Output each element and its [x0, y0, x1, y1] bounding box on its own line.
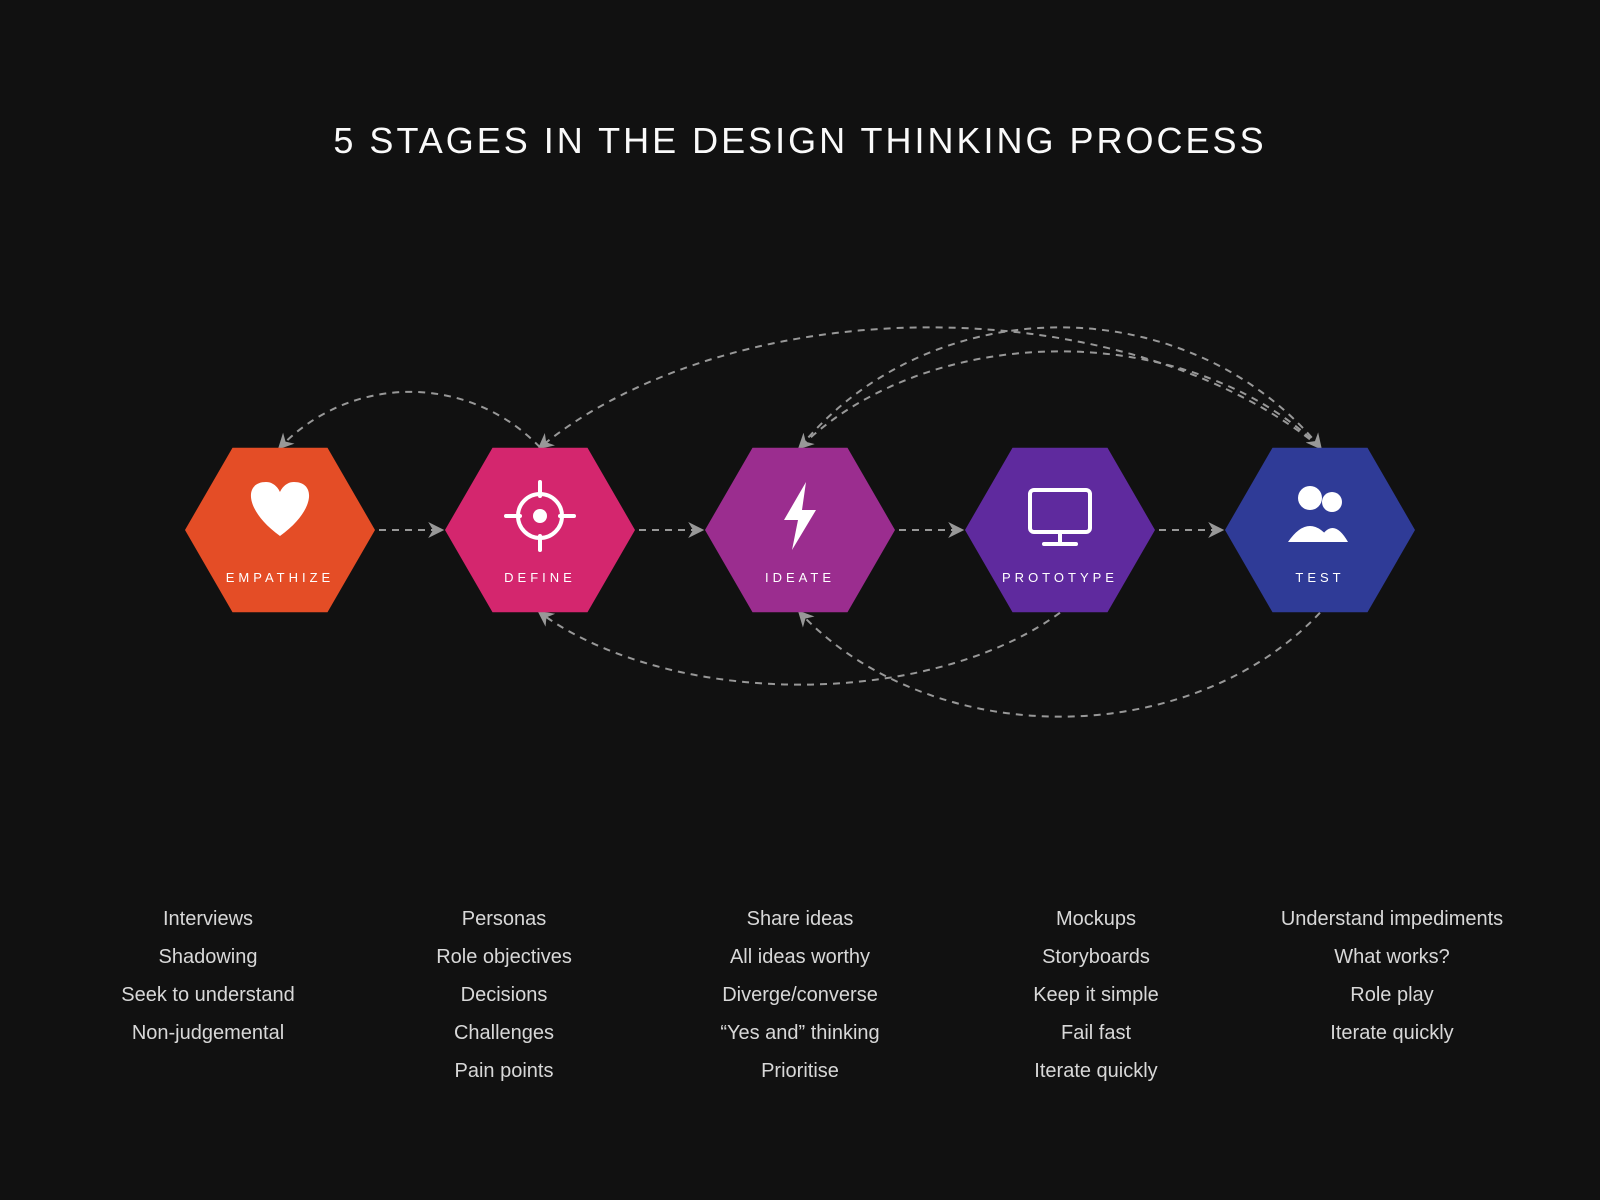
- bullet-item: Understand impediments: [1262, 900, 1522, 938]
- bullets-row: InterviewsShadowingSeek to understandNon…: [0, 900, 1600, 1090]
- feedback-arc: [540, 613, 1060, 685]
- stage-define: DEFINE: [445, 448, 635, 613]
- feedback-arc: [800, 351, 1320, 447]
- bullet-item: Share ideas: [670, 900, 930, 938]
- bullet-item: All ideas worthy: [670, 938, 930, 976]
- bullet-item: What works?: [1262, 938, 1522, 976]
- bullets-ideate: Share ideasAll ideas worthyDiverge/conve…: [670, 900, 930, 1090]
- bullet-item: Role objectives: [374, 938, 634, 976]
- bullet-item: Interviews: [78, 900, 338, 938]
- bullet-item: “Yes and” thinking: [670, 1014, 930, 1052]
- bullet-item: Shadowing: [78, 938, 338, 976]
- bullet-item: Iterate quickly: [966, 1052, 1226, 1090]
- stage-label-empathize: EMPATHIZE: [226, 570, 334, 585]
- bullets-prototype: MockupsStoryboardsKeep it simpleFail fas…: [966, 900, 1226, 1090]
- stage-prototype: PROTOTYPE: [965, 448, 1155, 613]
- bullet-item: Personas: [374, 900, 634, 938]
- bullet-item: Pain points: [374, 1052, 634, 1090]
- stage-label-prototype: PROTOTYPE: [1002, 570, 1118, 585]
- bullet-item: Challenges: [374, 1014, 634, 1052]
- diagram-canvas: EMPATHIZE DEFINE IDEATE PROTOTYPE TEST: [0, 0, 1600, 900]
- bullet-item: Prioritise: [670, 1052, 930, 1090]
- bullets-empathize: InterviewsShadowingSeek to understandNon…: [78, 900, 338, 1090]
- bullets-define: PersonasRole objectivesDecisionsChalleng…: [374, 900, 634, 1090]
- bullet-item: Role play: [1262, 976, 1522, 1014]
- bullets-test: Understand impedimentsWhat works?Role pl…: [1262, 900, 1522, 1090]
- bullet-item: Storyboards: [966, 938, 1226, 976]
- stage-label-ideate: IDEATE: [765, 570, 835, 585]
- stage-ideate: IDEATE: [705, 448, 895, 613]
- bullet-item: Decisions: [374, 976, 634, 1014]
- bullet-item: Mockups: [966, 900, 1226, 938]
- bullet-item: Iterate quickly: [1262, 1014, 1522, 1052]
- feedback-arc: [800, 327, 1320, 447]
- feedback-arc: [540, 327, 1320, 447]
- feedback-arc: [800, 613, 1320, 717]
- stage-empathize: EMPATHIZE: [185, 448, 375, 613]
- feedback-arc: [280, 392, 540, 448]
- stage-label-define: DEFINE: [504, 570, 576, 585]
- stage-test: TEST: [1225, 448, 1415, 613]
- bullet-item: Diverge/converse: [670, 976, 930, 1014]
- bullet-item: Keep it simple: [966, 976, 1226, 1014]
- bullet-item: Non-judgemental: [78, 1014, 338, 1052]
- bullet-item: Fail fast: [966, 1014, 1226, 1052]
- bullet-item: Seek to understand: [78, 976, 338, 1014]
- stage-label-test: TEST: [1295, 570, 1344, 585]
